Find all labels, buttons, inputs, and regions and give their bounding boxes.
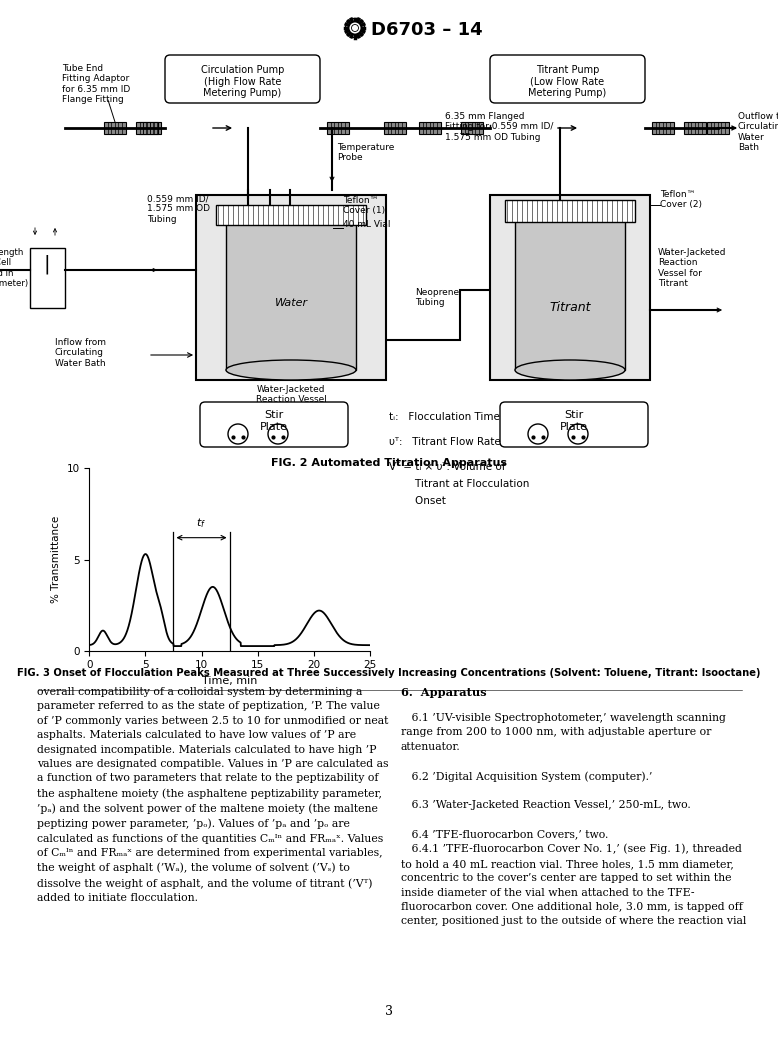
Bar — [216, 205, 366, 225]
FancyBboxPatch shape — [200, 402, 348, 447]
Text: 3: 3 — [385, 1006, 393, 1018]
Text: υᵀ:   Titrant Flow Rate: υᵀ: Titrant Flow Rate — [389, 437, 501, 448]
Text: 0.559 mm ID/
1.575 mm OD
Tubing: 0.559 mm ID/ 1.575 mm OD Tubing — [147, 194, 210, 224]
Text: FIG. 3 Onset of Flocculation Peaks Measured at Three Successively Increasing Con: FIG. 3 Onset of Flocculation Peaks Measu… — [17, 668, 761, 679]
Text: Onset: Onset — [389, 496, 446, 506]
Text: Outflow to
Circulating
Water
Bath: Outflow to Circulating Water Bath — [738, 112, 778, 152]
Bar — [707, 122, 729, 134]
Bar — [104, 122, 126, 134]
Text: Vᵀ = tᵢ × υᵀ: Volume of: Vᵀ = tᵢ × υᵀ: Volume of — [389, 462, 506, 473]
Text: 0.1 mm Pathlength
Quartz Flow Cell
(To Be Housed in
Spectrophotometer): 0.1 mm Pathlength Quartz Flow Cell (To B… — [0, 248, 28, 288]
FancyBboxPatch shape — [490, 55, 645, 103]
Bar — [226, 210, 356, 370]
Bar — [461, 122, 483, 134]
X-axis label: Time, min: Time, min — [202, 676, 258, 686]
Bar — [419, 122, 441, 134]
Text: Water-Jacketed
Reaction
Vessel for
Titrant: Water-Jacketed Reaction Vessel for Titra… — [658, 248, 727, 288]
Bar — [684, 122, 706, 134]
Text: 6.35 mm Flanged
Fitting for 0.559 mm ID/
1.575 mm OD Tubing: 6.35 mm Flanged Fitting for 0.559 mm ID/… — [445, 112, 553, 142]
Bar — [196, 195, 386, 380]
Ellipse shape — [226, 360, 356, 380]
Bar — [505, 200, 635, 222]
Text: Neoprene
Tubing: Neoprene Tubing — [415, 288, 459, 307]
Text: overall compatibility of a colloidal system by determining a
parameter referred : overall compatibility of a colloidal sys… — [37, 687, 389, 903]
Text: $t_f$: $t_f$ — [197, 516, 206, 530]
Text: Titrant Pump
(Low Flow Rate
Metering Pump): Titrant Pump (Low Flow Rate Metering Pum… — [528, 65, 607, 98]
Bar — [30, 248, 65, 308]
Text: tᵢ:   Flocculation Time: tᵢ: Flocculation Time — [389, 412, 500, 423]
Text: FIG. 2 Automated Titration Apparatus: FIG. 2 Automated Titration Apparatus — [271, 458, 507, 468]
Bar — [327, 122, 349, 134]
Text: 6.1 ’UV-visible Spectrophotometer,’ wavelength scanning
range from 200 to 1000 n: 6.1 ’UV-visible Spectrophotometer,’ wave… — [401, 713, 746, 926]
Text: Inflow from
Circulating
Water Bath: Inflow from Circulating Water Bath — [55, 338, 106, 367]
Bar — [384, 122, 406, 134]
Bar — [515, 215, 625, 370]
Text: Teflon™
Cover (1): Teflon™ Cover (1) — [343, 196, 385, 215]
Bar — [139, 122, 161, 134]
Text: D6703 – 14: D6703 – 14 — [371, 21, 482, 39]
Text: Temperature
Probe: Temperature Probe — [337, 143, 394, 162]
Text: Water: Water — [275, 298, 307, 307]
Text: 6.  Apparatus: 6. Apparatus — [401, 687, 486, 699]
Text: Tube End
Fitting Adaptor
for 6.35 mm ID
Flange Fitting: Tube End Fitting Adaptor for 6.35 mm ID … — [62, 64, 130, 104]
FancyBboxPatch shape — [165, 55, 320, 103]
Text: Stir
Plate: Stir Plate — [560, 410, 588, 432]
Circle shape — [349, 23, 360, 33]
Ellipse shape — [515, 360, 625, 380]
Text: |: | — [44, 254, 51, 274]
Text: Stir
Plate: Stir Plate — [260, 410, 288, 432]
Text: Titrant: Titrant — [549, 301, 591, 314]
FancyBboxPatch shape — [500, 402, 648, 447]
Bar — [652, 122, 674, 134]
Text: Circulation Pump
(High Flow Rate
Metering Pump): Circulation Pump (High Flow Rate Meterin… — [201, 65, 284, 98]
Bar — [490, 195, 650, 380]
Text: Teflon™
Cover (2): Teflon™ Cover (2) — [660, 191, 702, 209]
Text: Water-Jacketed
Reaction Vessel: Water-Jacketed Reaction Vessel — [255, 385, 327, 404]
Y-axis label: % Transmittance: % Transmittance — [51, 516, 61, 603]
Text: Titrant at Flocculation: Titrant at Flocculation — [389, 479, 529, 489]
Text: 40 mL Vial: 40 mL Vial — [343, 220, 391, 229]
Bar — [136, 122, 158, 134]
